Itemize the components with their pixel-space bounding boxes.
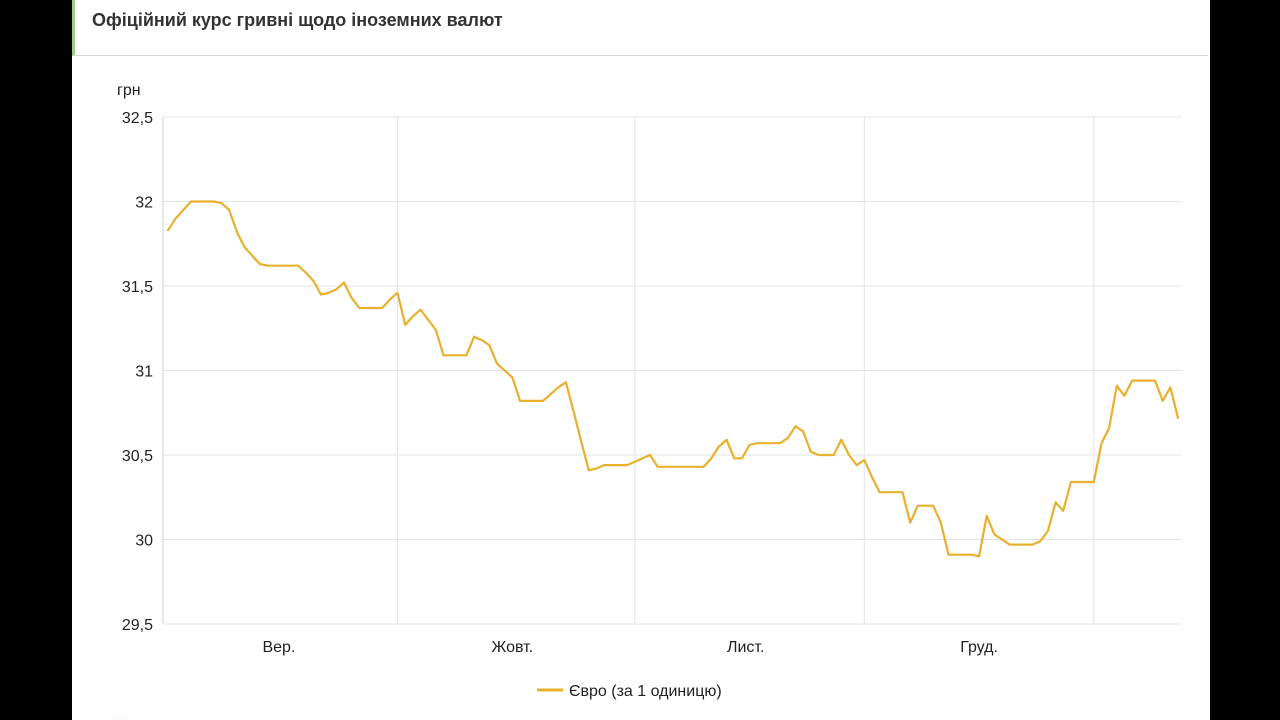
page-title: Офіційний курс гривні щодо іноземних вал… [92,10,503,30]
y-tick-label: 31 [135,364,153,381]
x-tick-label: Лист. [727,639,764,656]
y-tick-label: 30 [135,533,153,550]
y-tick-label: 32,5 [122,110,153,127]
chart-panel: Офіційний курс гривні щодо іноземних вал… [72,0,1210,720]
watermark-icon: ◌◌ [112,708,129,720]
x-tick-label: Вер. [262,639,295,656]
panel-header: Офіційний курс гривні щодо іноземних вал… [72,0,1208,56]
legend[interactable]: Євро (за 1 одиницю) [537,683,722,700]
line-chart: 32,5 32 31,5 31 30,5 30 29,5 Вер. Жовт. Лист. Груд… [117,82,1182,700]
x-tick-label: Груд. [960,639,998,656]
tick-labels: 32,5 32 31,5 31 30,5 30 29,5 Вер. Жовт. Лист. Груд… [122,110,998,656]
series-line-euro[interactable] [166,200,1180,558]
y-tick-label: 31,5 [122,279,153,296]
y-tick-label: 32 [135,195,153,212]
legend-label: Євро (за 1 одиницю) [569,683,722,700]
y-tick-label: 29,5 [122,617,153,634]
series-layer [166,200,1180,558]
y-tick-label: 30,5 [122,448,153,465]
y-axis-label: грн [117,82,141,99]
grid [163,116,1182,625]
x-tick-label: Жовт. [491,639,533,656]
